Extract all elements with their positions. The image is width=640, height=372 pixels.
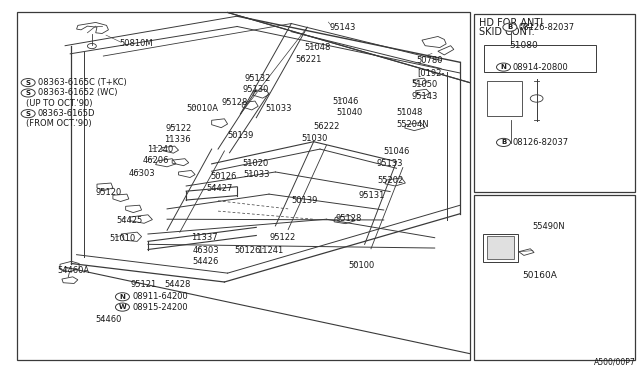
Text: N: N xyxy=(500,64,506,70)
Text: 56221: 56221 xyxy=(295,55,321,64)
Text: [0192-: [0192- xyxy=(417,68,444,77)
Text: S: S xyxy=(26,110,31,117)
Text: 51030: 51030 xyxy=(301,134,327,143)
Text: 50126: 50126 xyxy=(235,246,261,255)
Text: 50010A: 50010A xyxy=(186,104,218,113)
Text: N: N xyxy=(120,294,125,300)
Text: 95122: 95122 xyxy=(269,233,295,242)
Text: 55490N: 55490N xyxy=(533,222,566,231)
Text: 54427: 54427 xyxy=(207,184,233,193)
Text: 95128: 95128 xyxy=(221,98,248,107)
Text: 50139: 50139 xyxy=(291,196,317,205)
Circle shape xyxy=(497,138,511,147)
Text: S: S xyxy=(26,80,31,86)
Text: 51033: 51033 xyxy=(266,104,292,113)
Text: 54460A: 54460A xyxy=(58,266,90,275)
Text: 95131: 95131 xyxy=(358,191,385,200)
Text: 08911-64200: 08911-64200 xyxy=(132,292,188,301)
Text: 51046: 51046 xyxy=(333,97,359,106)
Text: 08126-82037: 08126-82037 xyxy=(513,138,568,147)
Text: 95133: 95133 xyxy=(376,158,403,168)
Text: 08363-61652 (WC): 08363-61652 (WC) xyxy=(38,89,117,97)
Text: HD FOR ANTI: HD FOR ANTI xyxy=(479,18,543,28)
Text: 95120: 95120 xyxy=(95,188,122,197)
Text: SKID CONT.: SKID CONT. xyxy=(479,27,535,37)
Text: 55204N: 55204N xyxy=(396,120,429,129)
Text: 51020: 51020 xyxy=(243,158,269,168)
Text: 56222: 56222 xyxy=(314,122,340,131)
Text: 08915-24200: 08915-24200 xyxy=(132,302,188,312)
Text: W: W xyxy=(118,304,126,310)
Bar xyxy=(483,234,518,262)
Text: (FROM OCT.'90): (FROM OCT.'90) xyxy=(26,119,92,128)
Text: 50810M: 50810M xyxy=(119,39,153,48)
Bar xyxy=(487,236,514,259)
Text: 46303: 46303 xyxy=(129,169,156,178)
Text: 51046: 51046 xyxy=(384,147,410,156)
Text: 54428: 54428 xyxy=(164,280,191,289)
Text: 54460: 54460 xyxy=(96,315,122,324)
Text: 95130: 95130 xyxy=(243,85,269,94)
Text: 51033: 51033 xyxy=(244,170,270,179)
Text: 51048: 51048 xyxy=(304,43,330,52)
Text: 46206: 46206 xyxy=(143,156,170,166)
Text: 54425: 54425 xyxy=(116,216,142,225)
Text: 08363-6165D: 08363-6165D xyxy=(38,109,95,118)
Text: B: B xyxy=(501,140,506,145)
Bar xyxy=(474,14,636,192)
Text: 50160A: 50160A xyxy=(523,271,557,280)
Circle shape xyxy=(115,303,129,311)
Text: 51048: 51048 xyxy=(396,108,423,117)
Text: 55202: 55202 xyxy=(378,176,404,185)
Text: S: S xyxy=(26,90,31,96)
Text: 11336: 11336 xyxy=(164,135,191,144)
Text: 95122: 95122 xyxy=(166,124,192,133)
Text: 51080: 51080 xyxy=(509,41,538,50)
Text: 54426: 54426 xyxy=(193,257,219,266)
Bar xyxy=(487,81,522,116)
Text: 11337: 11337 xyxy=(191,233,217,242)
Text: 95121: 95121 xyxy=(130,280,156,289)
Text: 51040: 51040 xyxy=(336,108,362,118)
Circle shape xyxy=(503,23,517,31)
Text: 51050: 51050 xyxy=(411,80,437,89)
Text: (UP TO OCT.'90): (UP TO OCT.'90) xyxy=(26,99,92,108)
Bar xyxy=(474,195,636,359)
Text: 50780: 50780 xyxy=(417,56,444,65)
Text: 08363-6165C (T+KC): 08363-6165C (T+KC) xyxy=(38,78,127,87)
Circle shape xyxy=(21,110,35,118)
Text: 08914-20800: 08914-20800 xyxy=(513,62,568,72)
Text: 50126: 50126 xyxy=(211,171,237,180)
Text: 95132: 95132 xyxy=(245,74,271,83)
Text: 46303: 46303 xyxy=(193,246,219,255)
Text: 11241: 11241 xyxy=(257,246,284,255)
Circle shape xyxy=(21,89,35,97)
Text: 51010: 51010 xyxy=(109,234,136,243)
Text: 95143: 95143 xyxy=(411,92,438,101)
Text: A500/00P7: A500/00P7 xyxy=(594,358,636,367)
Circle shape xyxy=(21,78,35,87)
Text: 95128: 95128 xyxy=(336,214,362,223)
Bar xyxy=(17,13,470,359)
Text: 95143: 95143 xyxy=(330,23,356,32)
Text: 50139: 50139 xyxy=(228,131,254,140)
Text: B: B xyxy=(508,24,513,30)
Text: 50100: 50100 xyxy=(349,261,375,270)
Circle shape xyxy=(497,63,511,71)
Text: 08126-82037: 08126-82037 xyxy=(519,23,575,32)
Circle shape xyxy=(115,293,129,301)
Bar xyxy=(484,45,596,71)
Text: 11240: 11240 xyxy=(147,145,173,154)
